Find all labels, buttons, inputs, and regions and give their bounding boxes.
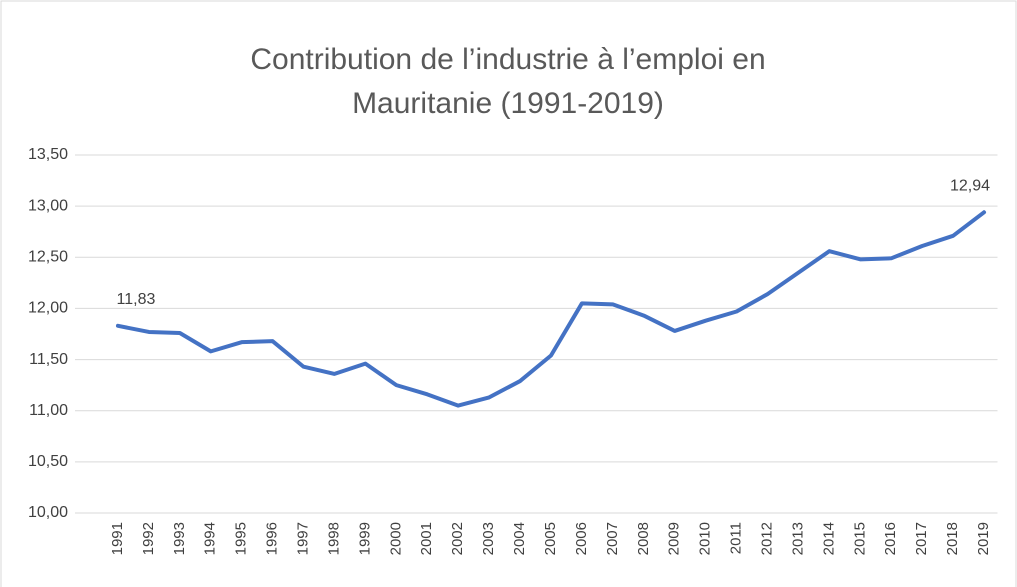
x-tick-label: 1995: [233, 522, 250, 555]
x-tick-label: 2009: [666, 522, 683, 555]
chart-title: Contribution de l’industrie à l’emploi e…: [250, 43, 766, 120]
x-tick-label: 2019: [975, 522, 992, 555]
x-tick-label: 2016: [882, 522, 899, 555]
x-tick-label: 2013: [789, 522, 806, 555]
y-tick-label: 11,00: [29, 402, 68, 419]
y-tick-label: 13,00: [28, 197, 68, 214]
x-tick-label: 2010: [697, 522, 714, 555]
x-tick-label: 1991: [109, 522, 126, 555]
y-tick-label: 13,50: [28, 146, 68, 163]
data-label: 12,94: [950, 177, 990, 194]
y-tick-label: 12,50: [28, 249, 68, 266]
x-tick-label: 1997: [295, 522, 312, 555]
x-tick-label: 1999: [356, 522, 373, 555]
x-tick-label: 2001: [418, 522, 435, 555]
line-series: [115, 210, 987, 408]
data-label: 11,83: [117, 291, 156, 308]
x-tick-label: 2005: [542, 522, 559, 555]
x-tick-label: 2007: [604, 522, 621, 555]
x-tick-label: 2000: [387, 522, 404, 555]
x-tick-label: 1996: [264, 522, 281, 555]
x-tick-label: 1993: [171, 522, 188, 555]
x-tick-label: 1992: [140, 522, 157, 555]
x-tick-label: 2008: [635, 522, 652, 555]
x-tick-label: 2003: [480, 522, 497, 555]
x-tick-label: 2017: [913, 522, 930, 555]
x-tick-label: 2014: [820, 522, 837, 555]
x-tick-label: 2011: [728, 522, 745, 554]
y-tick-label: 11,50: [29, 351, 68, 368]
y-tick-label: 10,00: [28, 504, 68, 521]
x-tick-label: 2015: [851, 522, 868, 555]
x-tick-label: 2002: [449, 522, 466, 555]
x-tick-label: 2004: [511, 522, 528, 555]
y-tick-label: 12,00: [28, 300, 68, 317]
x-tick-label: 1994: [202, 522, 219, 555]
x-tick-label: 2012: [758, 522, 775, 555]
y-tick-label: 10,50: [28, 453, 68, 470]
x-tick-label: 2018: [944, 522, 961, 555]
x-tick-label: 1998: [325, 522, 342, 555]
x-tick-label: 2006: [573, 522, 590, 555]
